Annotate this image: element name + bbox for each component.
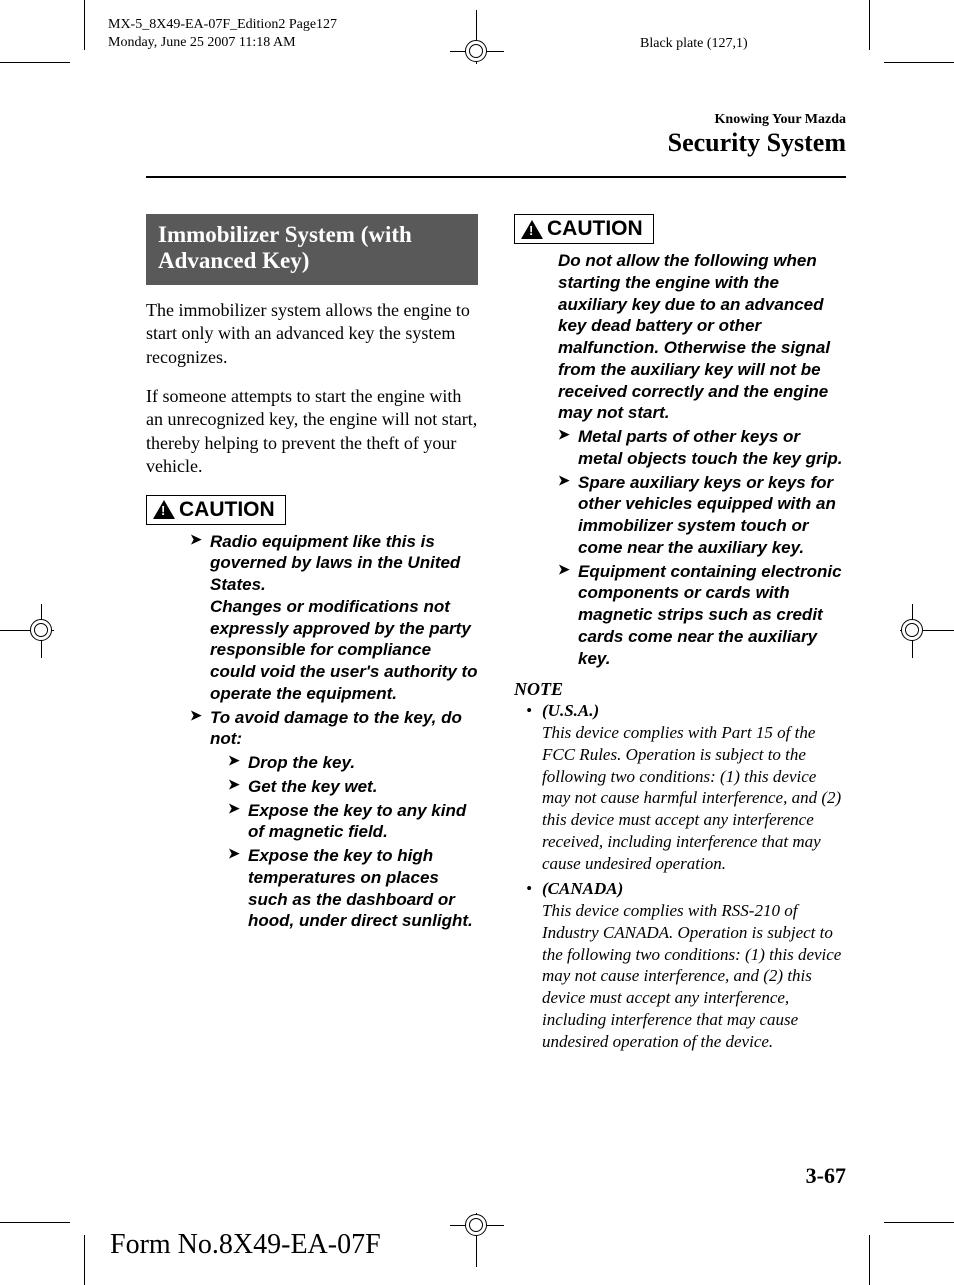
caution-text: Radio equipment like this is governed by… [210,532,460,595]
warning-triangle-icon [153,500,175,519]
doc-edition-line1: MX-5_8X49-EA-07F_Edition2 Page127 [108,16,337,34]
caution-list-right: Metal parts of other keys or metal objec… [514,426,846,669]
caution-text: Changes or modifications not expressly a… [210,597,478,703]
page-number: 3-67 [806,1163,846,1189]
section-overline: Knowing Your Mazda [668,112,846,128]
crop-mark [84,1235,85,1285]
caution-text: To avoid damage to the key, do not: [210,708,462,749]
content-columns: Immobilizer System (with Advanced Key) T… [146,214,846,1056]
caution-item: Radio equipment like this is governed by… [190,531,478,705]
caution-list-left: Radio equipment like this is governed by… [146,531,478,933]
right-column: CAUTION Do not allow the following when … [514,214,846,1056]
note-region-label: (CANADA) [542,879,623,898]
caution-subitem: Drop the key. [228,752,478,774]
caution-subitem: Expose the key to any kind of magnetic f… [228,800,478,844]
note-text: This device complies with RSS-210 of Ind… [542,901,841,1051]
note-heading: NOTE [514,679,846,700]
caution-item: Equipment containing electronic componen… [558,561,846,670]
crop-mark [0,1222,70,1223]
intro-paragraph-2: If someone attempts to start the engine … [146,385,478,479]
caution-badge: CAUTION [514,214,654,244]
warning-triangle-icon [521,220,543,239]
intro-paragraph-1: The immobilizer system allows the engine… [146,299,478,369]
crop-mark [884,62,954,63]
crop-mark [84,0,85,50]
caution-item: Spare auxiliary keys or keys for other v… [558,472,846,559]
form-number: Form No.8X49-EA-07F [110,1229,381,1261]
caution-item: To avoid damage to the key, do not: Drop… [190,707,478,933]
note-region-label: (U.S.A.) [542,701,599,720]
header-rule [146,176,846,178]
crop-mark [869,1235,870,1285]
caution-subitem: Get the key wet. [228,776,478,798]
registration-mark-left [0,604,54,658]
caution-label: CAUTION [547,217,643,241]
section-title: Security System [668,128,846,158]
note-text: This device complies with Part 15 of the… [542,723,841,873]
caution-subitem: Expose the key to high temperatures on p… [228,845,478,932]
caution-intro: Do not allow the following when starting… [514,250,846,424]
crop-mark [0,62,70,63]
note-list: (U.S.A.) This device complies with Part … [514,700,846,1052]
topic-heading: Immobilizer System (with Advanced Key) [146,214,478,285]
caution-badge: CAUTION [146,495,286,525]
doc-meta: MX-5_8X49-EA-07F_Edition2 Page127 Monday… [108,16,337,51]
caution-label: CAUTION [179,498,275,522]
caution-item: Metal parts of other keys or metal objec… [558,426,846,470]
page-header: Knowing Your Mazda Security System [668,112,846,158]
note-item: (U.S.A.) This device complies with Part … [526,700,846,874]
registration-mark-bottom [450,1213,504,1267]
registration-mark-top [450,10,504,64]
plate-label: Black plate (127,1) [640,36,748,52]
crop-mark [884,1222,954,1223]
left-column: Immobilizer System (with Advanced Key) T… [146,214,478,1056]
registration-mark-right [900,604,954,658]
crop-mark [869,0,870,50]
note-item: (CANADA) This device complies with RSS-2… [526,878,846,1052]
doc-edition-line2: Monday, June 25 2007 11:18 AM [108,34,337,52]
caution-sublist: Drop the key. Get the key wet. Expose th… [210,752,478,932]
